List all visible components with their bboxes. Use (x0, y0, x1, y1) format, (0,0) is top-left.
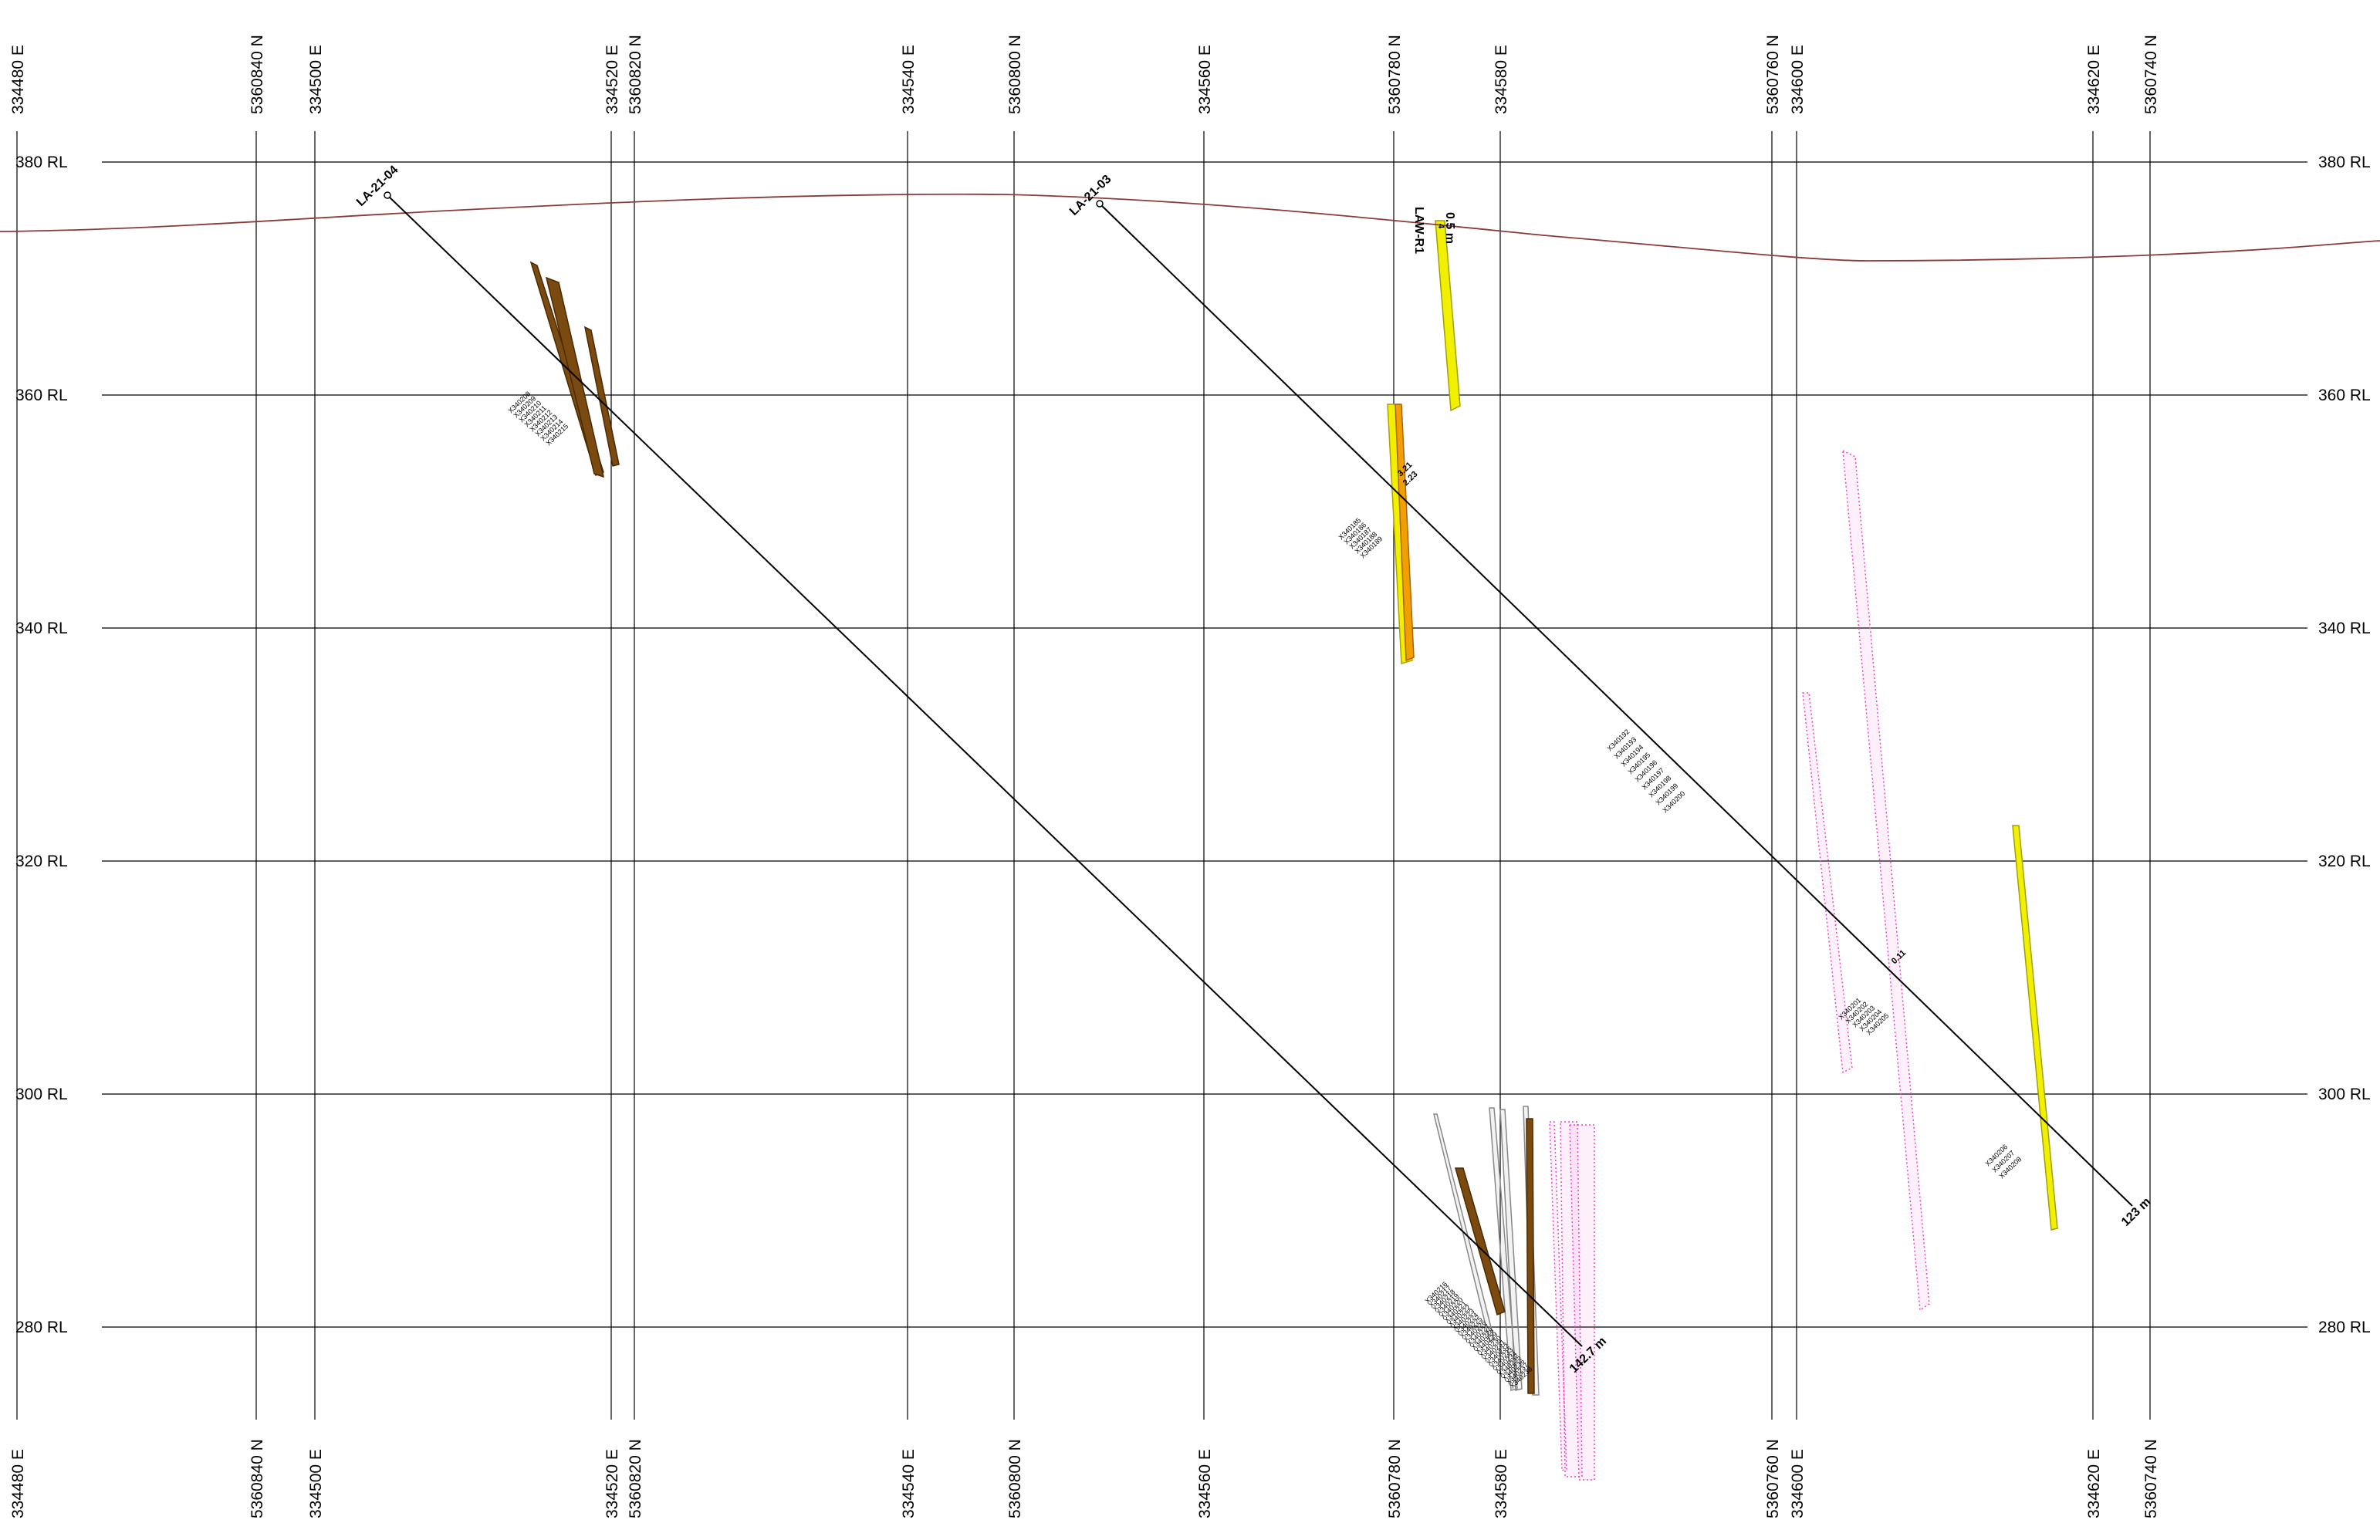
rl-label-left: 380 RL (15, 154, 68, 171)
easting-label-top: 334560 E (1196, 45, 1214, 114)
brown-vein-unit (1455, 1167, 1506, 1316)
grid: 334480 E 334480 E 334500 E 334500 E 334520 E… (9, 35, 2371, 1518)
drillhole-trace-la-21-04 (387, 194, 1583, 1347)
northing-label-top: 5360740 N (2142, 35, 2160, 114)
easting-label-top: 334600 E (1789, 45, 1807, 114)
rl-label-right: 340 RL (2318, 620, 2371, 637)
easting-label-bottom: 334520 E (603, 1449, 621, 1518)
grey-outline-unit (1499, 1109, 1523, 1391)
easting-label-bottom: 334540 E (900, 1449, 918, 1518)
northing-label-bottom: 5360760 N (1764, 1439, 1782, 1518)
easting-label-top: 334620 E (2085, 45, 2103, 114)
orange-vein-unit (1395, 404, 1415, 662)
northing-label-top: 5360800 N (1006, 35, 1024, 114)
easting-label-bottom: 334600 E (1789, 1449, 1807, 1518)
easting-label-top: 334500 E (307, 45, 325, 114)
channel-value: 4 (1436, 224, 1445, 229)
rl-label-left: 300 RL (15, 1086, 68, 1103)
pink-dotted-unit (1802, 692, 1853, 1074)
channel-length: 0.5 m (1443, 212, 1456, 244)
collar-marker-la-21-04 (384, 191, 391, 199)
grey-outline-unit (1433, 1113, 1495, 1342)
pink-dotted-unit (1549, 1121, 1567, 1472)
easting-label-top: 334540 E (900, 45, 918, 114)
easting-label-bottom: 334480 E (9, 1449, 27, 1518)
topography-line (0, 193, 2380, 262)
easting-label-bottom: 334560 E (1196, 1449, 1214, 1518)
easting-label-bottom: 334500 E (307, 1449, 325, 1518)
northing-label-bottom: 5360820 N (627, 1439, 644, 1518)
northing-label-top: 5360780 N (1386, 35, 1404, 114)
easting-label-bottom: 334580 E (1493, 1449, 1510, 1518)
northing-label-bottom: 5360800 N (1006, 1439, 1024, 1518)
northing-label-top: 5360820 N (627, 35, 644, 114)
rl-label-right: 280 RL (2318, 1319, 2371, 1336)
rl-label-left: 340 RL (15, 620, 68, 637)
rl-label-right: 300 RL (2318, 1086, 2371, 1103)
yellow-vein-unit (2012, 825, 2058, 1231)
pink-dotted-unit (1842, 449, 1930, 1312)
easting-label-top: 334520 E (603, 45, 621, 114)
brown-vein-unit (1526, 1118, 1535, 1394)
geology-units (529, 220, 2058, 1481)
drillhole-trace-la-21-03 (1099, 203, 2133, 1207)
easting-label-top: 334480 E (9, 45, 27, 114)
rl-label-right: 320 RL (2318, 853, 2371, 870)
northing-label-bottom: 5360740 N (2142, 1439, 2160, 1518)
rl-label-right: 360 RL (2318, 387, 2371, 404)
northing-label-top: 5360760 N (1764, 35, 1782, 114)
brown-vein-unit (583, 326, 620, 467)
rl-label-left: 360 RL (15, 387, 68, 404)
channel-label: LAW-R1 (1412, 207, 1425, 254)
northing-label-bottom: 5360780 N (1386, 1439, 1404, 1518)
pink-dotted-unit (1569, 1124, 1595, 1481)
collar-marker-la-21-03 (1096, 200, 1104, 208)
grey-outline-unit (1489, 1107, 1518, 1391)
northing-label-bottom: 5360840 N (248, 1439, 266, 1518)
rl-label-left: 280 RL (15, 1319, 68, 1336)
brown-vein-unit (545, 276, 605, 478)
easting-label-bottom: 334620 E (2085, 1449, 2103, 1518)
yellow-vein-unit (1435, 220, 1461, 412)
rl-label-left: 320 RL (15, 853, 68, 870)
easting-label-top: 334580 E (1493, 45, 1510, 114)
rl-label-right: 380 RL (2318, 154, 2371, 171)
northing-label-top: 5360840 N (248, 35, 266, 114)
